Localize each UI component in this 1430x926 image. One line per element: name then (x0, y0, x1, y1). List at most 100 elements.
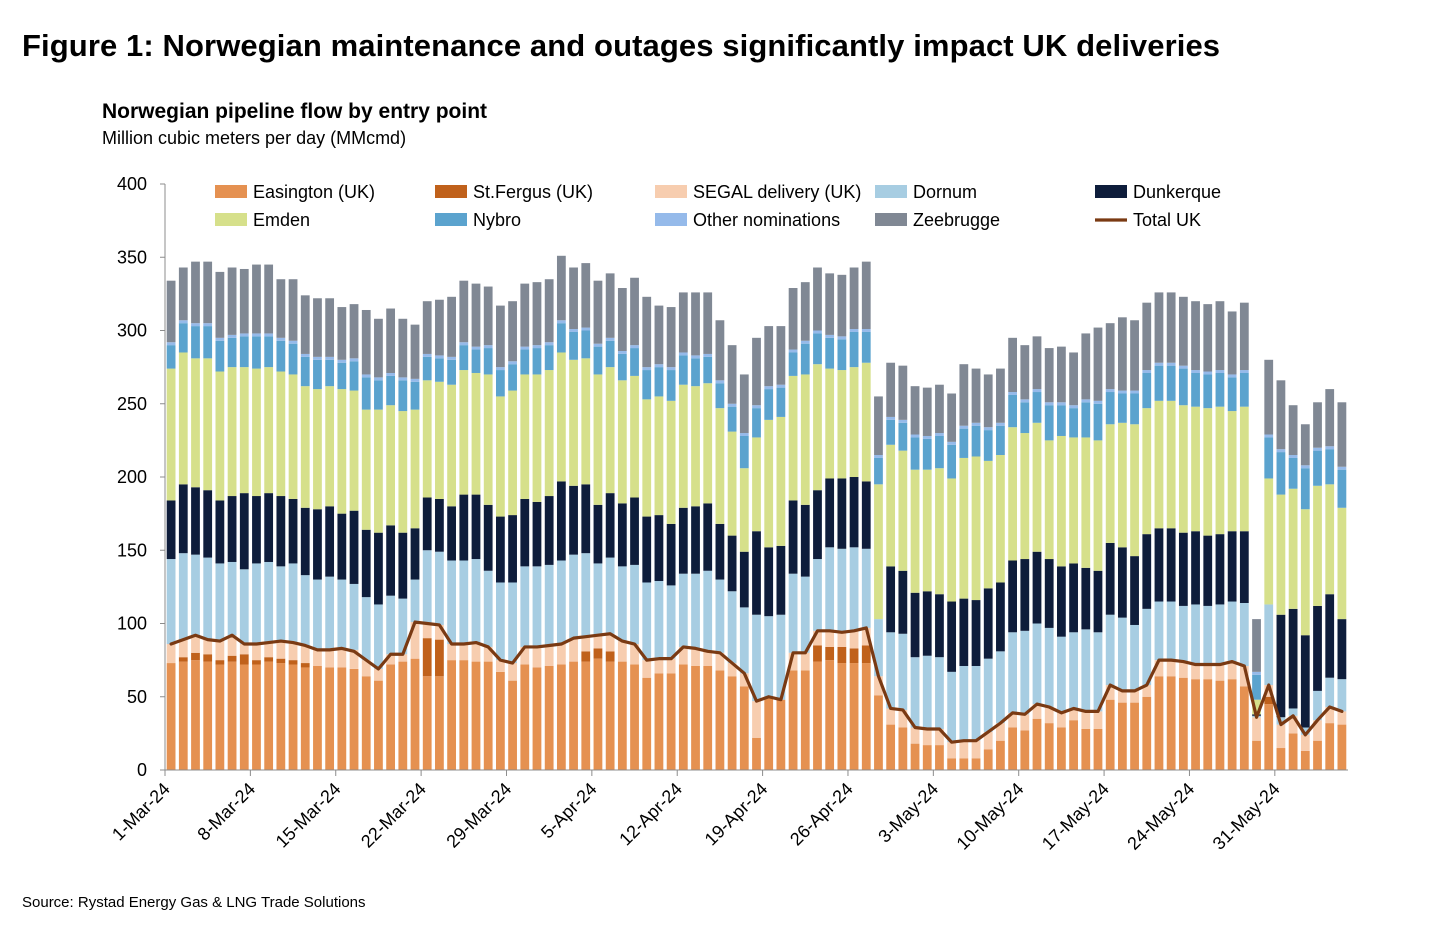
bar-segment-easington-uk--day-90 (1252, 740, 1261, 770)
bar-segment-segal-delivery-uk--day-53 (800, 652, 810, 671)
bar-segment-other-nominations-day-83 (1166, 362, 1176, 366)
bar-segment-easington-uk--day-57 (849, 663, 859, 770)
bar-segment-nybro-day-5 (215, 340, 225, 372)
bar-segment-zeebrugge-day-14 (325, 298, 335, 357)
bar-segment-segal-delivery-uk--day-3 (191, 635, 200, 653)
bar-segment-nybro-day-31 (532, 348, 542, 375)
bar-segment-easington-uk--day-63 (922, 745, 932, 770)
bar-segment-dunkerque-day-22 (422, 497, 432, 551)
bar-segment-dornum-day-46 (715, 579, 725, 653)
bar-segment-segal-delivery-uk--day-86 (1203, 664, 1213, 680)
chart-title: Norwegian pipeline flow by entry point (102, 100, 488, 123)
bar-segment-zeebrugge-day-68 (983, 374, 993, 428)
bar-segment-zeebrugge-day-6 (227, 267, 237, 335)
bar-segment-segal-delivery-uk--day-57 (849, 630, 859, 649)
x-tick-label-22-Mar-24: 22-Mar-24 (357, 779, 430, 852)
bar-segment-dornum-day-88 (1227, 601, 1237, 662)
bar-segment-nybro-day-39 (630, 348, 639, 376)
bar-segment-other-nominations-day-22 (422, 353, 432, 357)
bar-segment-zeebrugge-day-82 (1154, 292, 1164, 363)
bar-segment-nybro-day-72 (1032, 392, 1042, 423)
x-tick-label-29-Mar-24: 29-Mar-24 (442, 779, 515, 852)
bar-segment-other-nominations-day-84 (1178, 365, 1188, 369)
bar-segment-segal-delivery-uk--day-16 (349, 649, 359, 669)
bar-segment-dunkerque-day-76 (1081, 567, 1091, 630)
bar-segment-easington-uk--day-78 (1105, 699, 1115, 770)
bar-segment-nybro-day-13 (313, 359, 322, 390)
bar-segment-emden-day-23 (435, 381, 444, 499)
bar-segment-emden-day-30 (520, 374, 530, 499)
bar-segment-segal-delivery-uk--day-88 (1227, 661, 1237, 680)
bar-segment-segal-delivery-uk--day-13 (313, 649, 322, 666)
bar-segment-easington-uk--day-35 (581, 661, 591, 770)
bar-segment-dunkerque-day-77 (1093, 570, 1103, 633)
bar-segment-easington-uk--day-48 (739, 686, 749, 770)
bar-segment-dornum-day-38 (617, 566, 627, 642)
bar-segment-easington-uk--day-15 (337, 667, 347, 770)
bar-segment-dunkerque-day-46 (715, 523, 725, 580)
bar-segment-emden-day-66 (959, 457, 969, 599)
bar-segment-other-nominations-day-27 (483, 345, 493, 349)
bar-segment-dornum-day-62 (910, 657, 920, 728)
bar-segment-zeebrugge-day-13 (313, 298, 322, 357)
y-tick-label-250: 250 (117, 394, 147, 414)
bar-segment-nybro-day-55 (825, 337, 835, 369)
bar-segment-emden-day-27 (483, 374, 493, 505)
bar-segment-dunkerque-day-6 (227, 496, 237, 562)
bar-segment-emden-day-76 (1081, 437, 1091, 568)
bar-segment-other-nominations-day-52 (788, 349, 798, 353)
bar-segment-dunkerque-day-57 (849, 477, 859, 548)
bar-segment-emden-day-42 (666, 400, 676, 524)
bar-segment-other-nominations-day-12 (300, 353, 310, 357)
bar-segment-dunkerque-day-26 (471, 494, 481, 560)
bar-segment-emden-day-32 (544, 370, 554, 497)
bar-segment-easington-uk--day-77 (1093, 728, 1103, 770)
bar-segment-segal-delivery-uk--day-33 (556, 644, 566, 665)
bar-segment-dunkerque-day-12 (300, 507, 310, 576)
bar-segment-zeebrugge-day-45 (703, 292, 713, 354)
bar-segment-emden-day-92 (1276, 494, 1286, 615)
bar-segment-nybro-day-81 (1142, 372, 1152, 409)
bar-segment-dunkerque-day-45 (703, 503, 713, 571)
legend-label-st-fergus-uk-: St.Fergus (UK) (473, 182, 593, 202)
bar-segment-easington-uk--day-27 (483, 661, 493, 770)
bar-segment-dunkerque-day-27 (483, 504, 493, 571)
bar-segment-other-nominations-day-69 (996, 422, 1005, 426)
bar-segment-emden-day-91 (1264, 478, 1274, 605)
bar-segment-zeebrugge-day-94 (1300, 424, 1310, 466)
bar-segment-emden-day-90 (1252, 699, 1261, 715)
bar-segment-zeebrugge-day-84 (1178, 296, 1188, 366)
bar-segment-easington-uk--day-51 (776, 699, 786, 770)
bar-segment-zeebrugge-day-3 (191, 261, 200, 324)
bar-segment-dornum-day-7 (239, 569, 249, 645)
bar-segment-easington-uk--day-46 (715, 670, 725, 770)
bar-segment-other-nominations-day-97 (1337, 466, 1347, 470)
bar-segment-nybro-day-57 (849, 331, 859, 368)
bar-segment-zeebrugge-day-32 (544, 279, 554, 343)
bar-segment-dornum-day-78 (1105, 614, 1115, 686)
bar-segment-dunkerque-day-5 (215, 500, 225, 564)
bar-segment-easington-uk--day-96 (1325, 723, 1335, 770)
bar-segment-dunkerque-day-35 (581, 484, 591, 554)
bar-segment-easington-uk--day-9 (264, 661, 274, 770)
bar-segment-emden-day-65 (947, 478, 957, 602)
bar-segment-dornum-day-74 (1057, 636, 1066, 713)
bar-segment-segal-delivery-uk--day-35 (581, 636, 591, 652)
legend-swatch-segal-delivery-uk- (655, 185, 687, 198)
bar-segment-dornum-day-57 (849, 547, 859, 631)
bar-segment-dunkerque-day-93 (1288, 608, 1298, 709)
bar-segment-zeebrugge-day-47 (727, 345, 737, 404)
bar-segment-easington-uk--day-26 (471, 661, 481, 770)
bar-segment-emden-day-97 (1337, 507, 1347, 620)
bar-segment-emden-day-83 (1166, 400, 1176, 529)
bar-segment-dunkerque-day-20 (398, 532, 408, 599)
bar-segment-segal-delivery-uk--day-49 (752, 701, 761, 738)
bar-segment-easington-uk--day-94 (1300, 750, 1310, 770)
bar-segment-dunkerque-day-78 (1105, 542, 1115, 615)
bar-segment-dunkerque-day-17 (361, 529, 371, 598)
bar-segment-easington-uk--day-11 (288, 664, 298, 770)
bar-segment-other-nominations-day-43 (678, 352, 688, 356)
bar-segment-emden-day-50 (764, 419, 774, 548)
bar-segment-easington-uk--day-10 (276, 663, 286, 770)
